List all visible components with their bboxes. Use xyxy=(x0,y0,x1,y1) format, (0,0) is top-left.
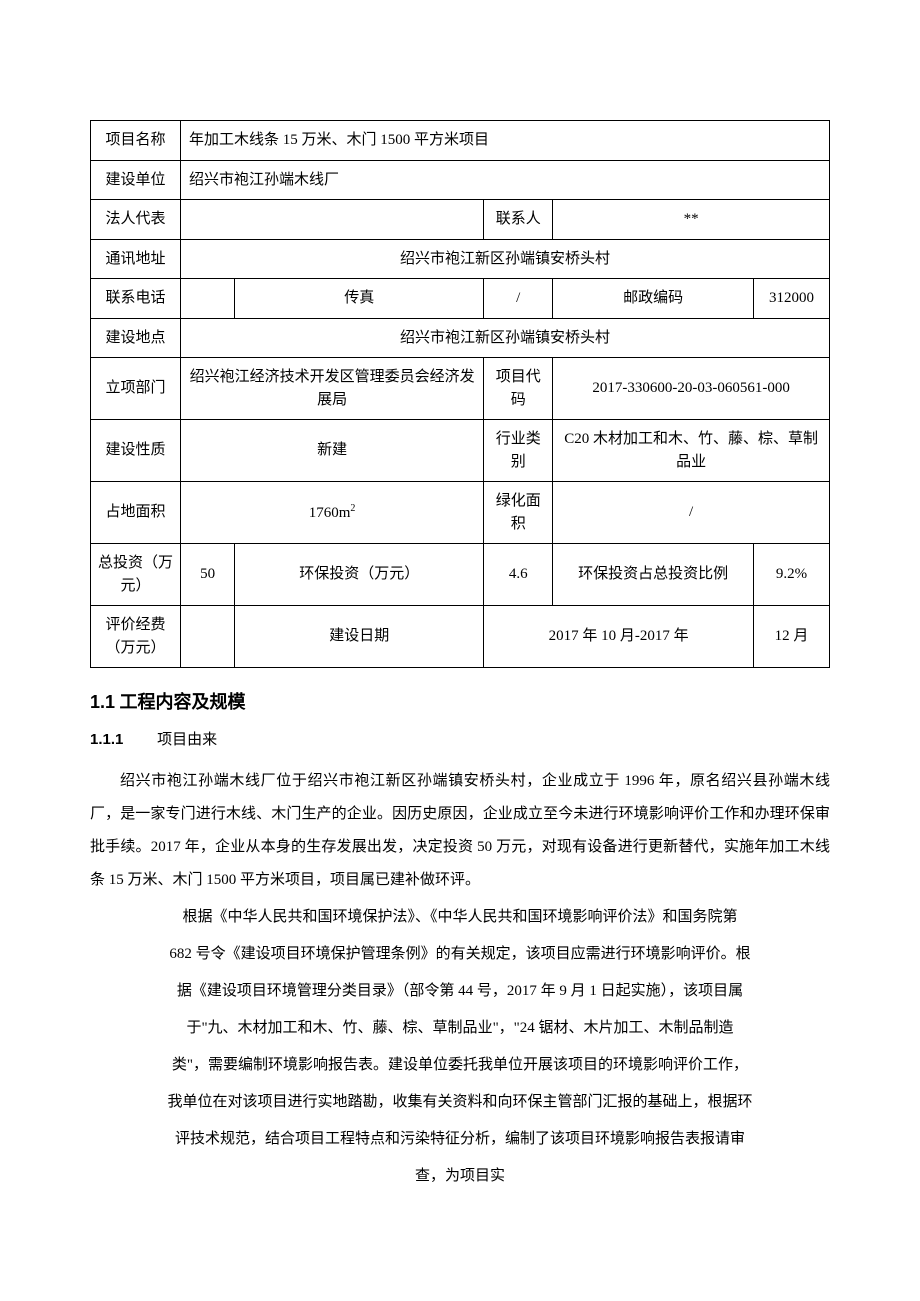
table-row: 通讯地址 绍兴市袍江新区孙端镇安桥头村 xyxy=(91,239,830,279)
project-name-value: 年加工木线条 15 万米、木门 1500 平方米项目 xyxy=(181,121,830,161)
area-value: 1760m2 xyxy=(181,482,484,544)
eval-fee-label: 评价经费（万元） xyxy=(91,606,181,668)
table-row: 占地面积 1760m2 绿化面积 / xyxy=(91,482,830,544)
table-row: 联系电话 传真 / 邮政编码 312000 xyxy=(91,279,830,319)
table-row: 建设单位 绍兴市袍江孙端木线厂 xyxy=(91,160,830,200)
phone-label: 联系电话 xyxy=(91,279,181,319)
table-row: 建设地点 绍兴市袍江新区孙端镇安桥头村 xyxy=(91,318,830,358)
legal-rep-label: 法人代表 xyxy=(91,200,181,240)
build-loc-label: 建设地点 xyxy=(91,318,181,358)
invest-value: 50 xyxy=(181,544,235,606)
dept-label: 立项部门 xyxy=(91,358,181,420)
nature-label: 建设性质 xyxy=(91,420,181,482)
env-invest-value: 4.6 xyxy=(484,544,553,606)
eval-fee-value xyxy=(181,606,235,668)
table-row: 立项部门 绍兴袍江经济技术开发区管理委员会经济发展局 项目代码 2017-330… xyxy=(91,358,830,420)
green-area-label: 绿化面积 xyxy=(484,482,553,544)
section-title-text: 工程内容及规模 xyxy=(120,692,246,712)
address-label: 通讯地址 xyxy=(91,239,181,279)
subsection-num: 1.1.1 xyxy=(90,731,123,748)
paragraph-2-line-3: 据《建设项目环境管理分类目录》（部令第 44 号，2017 年 9 月 1 日起… xyxy=(90,975,830,1008)
dept-value: 绍兴袍江经济技术开发区管理委员会经济发展局 xyxy=(181,358,484,420)
postcode-label: 邮政编码 xyxy=(553,279,754,319)
paragraph-2-line-7: 评技术规范，结合项目工程特点和污染特征分析，编制了该项目环境影响报告表报请审 xyxy=(90,1123,830,1156)
build-date-label: 建设日期 xyxy=(235,606,484,668)
section-title: 1.1 工程内容及规模 xyxy=(90,688,830,714)
paragraph-2-line-4: 于"九、木材加工和木、竹、藤、棕、草制品业"，"24 锯材、木片加工、木制品制造 xyxy=(90,1012,830,1045)
build-unit-label: 建设单位 xyxy=(91,160,181,200)
env-ratio-label: 环保投资占总投资比例 xyxy=(553,544,754,606)
table-row: 建设性质 新建 行业类别 C20 木材加工和木、竹、藤、棕、草制品业 xyxy=(91,420,830,482)
section-num: 1.1 xyxy=(90,692,115,712)
build-date-value-2: 12 月 xyxy=(753,606,829,668)
table-row: 评价经费（万元） 建设日期 2017 年 10 月-2017 年 12 月 xyxy=(91,606,830,668)
env-ratio-value: 9.2% xyxy=(753,544,829,606)
paragraph-2-line-6: 我单位在对该项目进行实地踏勘，收集有关资料和向环保主管部门汇报的基础上，根据环 xyxy=(90,1086,830,1119)
build-loc-value: 绍兴市袍江新区孙端镇安桥头村 xyxy=(181,318,830,358)
table-row: 总投资（万元） 50 环保投资（万元） 4.6 环保投资占总投资比例 9.2% xyxy=(91,544,830,606)
industry-label: 行业类别 xyxy=(484,420,553,482)
address-value: 绍兴市袍江新区孙端镇安桥头村 xyxy=(181,239,830,279)
nature-value: 新建 xyxy=(181,420,484,482)
table-row: 法人代表 联系人 ** xyxy=(91,200,830,240)
contact-value: ** xyxy=(553,200,830,240)
area-label: 占地面积 xyxy=(91,482,181,544)
paragraph-2-line-8: 查，为项目实 xyxy=(90,1160,830,1193)
paragraph-2-line-5: 类"，需要编制环境影响报告表。建设单位委托我单位开展该项目的环境影响评价工作， xyxy=(90,1049,830,1082)
env-invest-label: 环保投资（万元） xyxy=(235,544,484,606)
table-row: 项目名称 年加工木线条 15 万米、木门 1500 平方米项目 xyxy=(91,121,830,161)
paragraph-1: 绍兴市袍江孙端木线厂位于绍兴市袍江新区孙端镇安桥头村，企业成立于 1996 年，… xyxy=(90,765,830,897)
paragraph-2-line-1: 根据《中华人民共和国环境保护法》、《中华人民共和国环境影响评价法》和国务院第 xyxy=(90,901,830,934)
build-unit-value: 绍兴市袍江孙端木线厂 xyxy=(181,160,830,200)
proj-code-value: 2017-330600-20-03-060561-000 xyxy=(553,358,830,420)
project-info-table: 项目名称 年加工木线条 15 万米、木门 1500 平方米项目 建设单位 绍兴市… xyxy=(90,120,830,668)
invest-label: 总投资（万元） xyxy=(91,544,181,606)
contact-label: 联系人 xyxy=(484,200,553,240)
fax-label: 传真 xyxy=(235,279,484,319)
fax-value: / xyxy=(484,279,553,319)
subsection: 1.1.1 项目由来 xyxy=(90,728,830,749)
green-area-value: / xyxy=(553,482,830,544)
subsection-title-text: 项目由来 xyxy=(157,732,217,748)
project-name-label: 项目名称 xyxy=(91,121,181,161)
paragraph-2-line-2: 682 号令《建设项目环境保护管理条例》的有关规定，该项目应需进行环境影响评价。… xyxy=(90,938,830,971)
build-date-value-1: 2017 年 10 月-2017 年 xyxy=(484,606,754,668)
proj-code-label: 项目代码 xyxy=(484,358,553,420)
industry-value: C20 木材加工和木、竹、藤、棕、草制品业 xyxy=(553,420,830,482)
postcode-value: 312000 xyxy=(753,279,829,319)
phone-value xyxy=(181,279,235,319)
legal-rep-value xyxy=(181,200,484,240)
